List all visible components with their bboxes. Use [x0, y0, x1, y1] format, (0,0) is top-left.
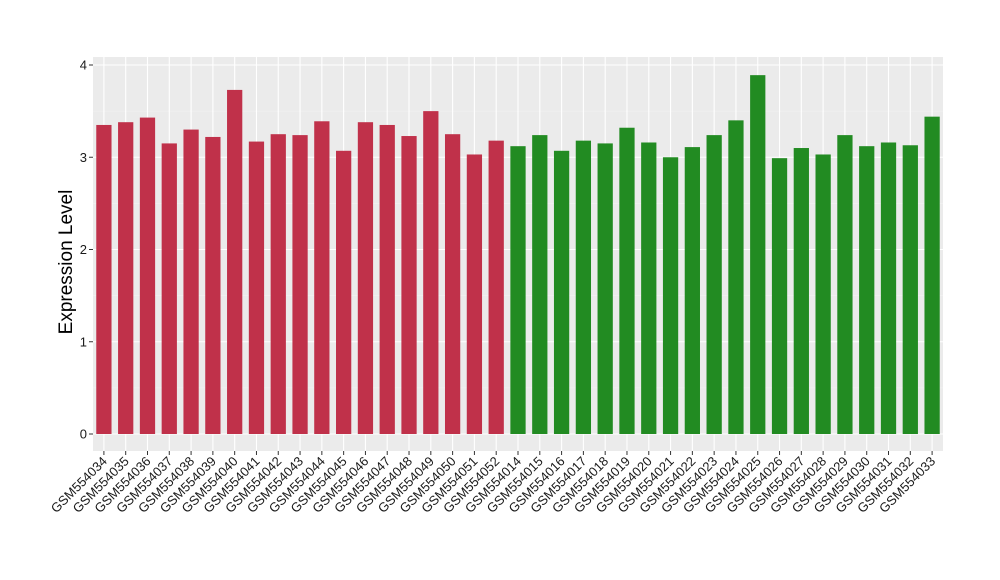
bar-GSM554018 [597, 143, 613, 434]
bar-GSM554031 [880, 142, 897, 435]
bar-GSM554051 [466, 154, 483, 435]
bar-GSM554048 [401, 136, 417, 434]
bar-GSM554044 [314, 121, 330, 435]
bar-GSM554024 [728, 120, 744, 434]
bar-GSM554032 [902, 145, 918, 434]
y-tick-label: 3 [80, 150, 87, 165]
bar-GSM554016 [553, 150, 570, 435]
bar-GSM554027 [793, 148, 809, 434]
bar-GSM554046 [357, 122, 374, 434]
y-tick-label: 2 [80, 242, 87, 257]
bar-GSM554029 [837, 135, 853, 435]
y-tick-label: 1 [80, 334, 87, 349]
bar-GSM554039 [205, 136, 221, 434]
bar-GSM554025 [750, 75, 766, 435]
bar-GSM554020 [641, 142, 657, 435]
bar-GSM554015 [532, 135, 548, 435]
bar-GSM554030 [859, 146, 875, 434]
bar-GSM554052 [488, 140, 504, 434]
bar-GSM554045 [336, 150, 352, 435]
bar-GSM554033 [924, 116, 940, 434]
y-axis-title: Expression Level [56, 190, 77, 335]
bar-GSM554014 [510, 146, 526, 434]
y-axis: 0 1 2 3 4 [80, 58, 93, 442]
bar-GSM554050 [444, 134, 461, 434]
bar-GSM554023 [706, 135, 722, 435]
bar-GSM554022 [684, 147, 700, 435]
bar-GSM554036 [139, 117, 156, 435]
bar-GSM554026 [771, 158, 788, 435]
bar-GSM554040 [227, 89, 243, 434]
bar-GSM554037 [161, 143, 177, 434]
y-tick-label: 0 [80, 427, 87, 442]
bar-GSM554021 [662, 157, 679, 434]
bar-GSM554041 [248, 141, 265, 434]
bar-GSM554038 [183, 129, 199, 434]
bar-GSM554034 [96, 124, 112, 435]
bars [96, 75, 940, 435]
bar-GSM554042 [270, 134, 286, 434]
bar-GSM554043 [292, 135, 308, 435]
bar-GSM554028 [815, 154, 831, 435]
bar-GSM554047 [379, 124, 395, 435]
bar-GSM554017 [575, 140, 592, 434]
bar-GSM554049 [423, 111, 439, 434]
bar-GSM554019 [619, 127, 635, 434]
bar-GSM554035 [118, 122, 134, 434]
x-axis: GSM554034GSM554035GSM554036GSM554037GSM5… [48, 451, 938, 516]
y-tick-label: 4 [80, 58, 87, 73]
